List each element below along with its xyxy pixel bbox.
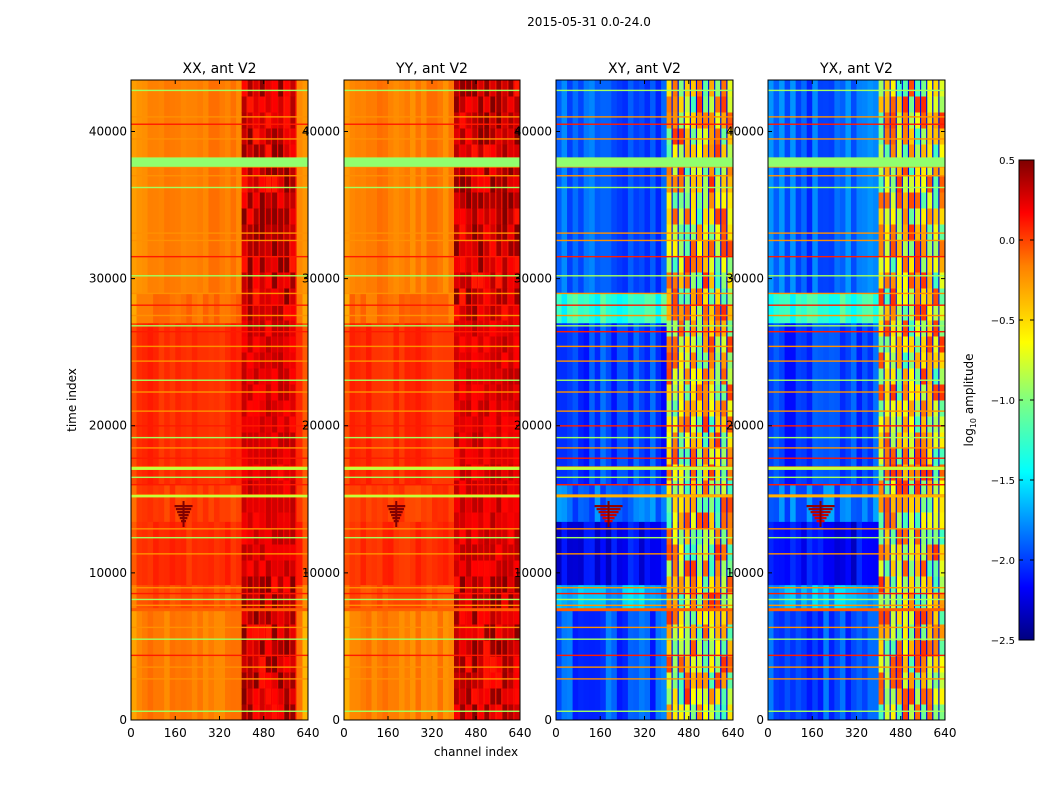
x-tick-label: 0 <box>764 726 772 740</box>
colorbar-label-prefix: log <box>962 428 976 446</box>
x-tick-label: 640 <box>934 726 957 740</box>
colorbar-tick-label: −2.5 <box>991 636 1015 647</box>
colorbar-tick-label: −1.0 <box>991 396 1015 407</box>
heatmap-image <box>131 80 308 720</box>
colorbar-tick-label: −0.5 <box>991 316 1015 327</box>
x-tick-label: 160 <box>164 726 187 740</box>
x-tick-label: 160 <box>589 726 612 740</box>
x-tick-label: 160 <box>377 726 400 740</box>
colorbar-label-suffix: amplitude <box>962 354 976 418</box>
y-tick-label: 30000 <box>726 272 764 286</box>
y-tick-label: 30000 <box>89 272 127 286</box>
x-axis-label: channel index <box>434 745 518 759</box>
heatmap-panel: YY, ant V2 0 160 320 480 640 0 10000 20000 30000 4… <box>302 61 532 740</box>
colorbar-tick-label: −1.5 <box>991 476 1015 487</box>
colorbar-tick-label: −2.0 <box>991 556 1015 567</box>
y-tick-label: 10000 <box>89 566 127 580</box>
x-tick-label: 320 <box>845 726 868 740</box>
y-tick-label: 0 <box>332 713 340 727</box>
x-tick-label: 160 <box>801 726 824 740</box>
y-tick-label: 20000 <box>89 419 127 433</box>
x-tick-label: 0 <box>127 726 135 740</box>
y-tick-label: 40000 <box>89 124 127 138</box>
x-tick-label: 480 <box>465 726 488 740</box>
y-tick-label: 10000 <box>302 566 340 580</box>
colorbar-label-subscript: 10 <box>969 418 978 428</box>
x-tick-label: 320 <box>208 726 231 740</box>
x-tick-label: 0 <box>340 726 348 740</box>
y-tick-label: 10000 <box>726 566 764 580</box>
y-tick-label: 30000 <box>302 272 340 286</box>
x-tick-label: 0 <box>552 726 560 740</box>
x-tick-label: 320 <box>421 726 444 740</box>
heatmap-image <box>556 80 733 720</box>
colorbar: 0.5 0.0 −0.5 −1.0 −1.5 −2.0 −2.5 log10 amplitu… <box>962 156 1035 647</box>
y-tick-label: 40000 <box>726 124 764 138</box>
heatmap-panel: XY, ant V2 0 160 320 480 640 0 10000 20000 30000 4… <box>514 61 745 740</box>
x-tick-label: 320 <box>633 726 656 740</box>
x-tick-label: 640 <box>509 726 532 740</box>
y-tick-label: 20000 <box>514 419 552 433</box>
y-tick-label: 10000 <box>514 566 552 580</box>
panel-title: YX, ant V2 <box>819 61 893 77</box>
y-tick-label: 0 <box>756 713 764 727</box>
panel-title: YY, ant V2 <box>395 61 468 77</box>
y-tick-label: 0 <box>544 713 552 727</box>
y-axis-label: time index <box>65 368 79 432</box>
colorbar-tick-label: 0.0 <box>999 236 1015 247</box>
heatmap-panel: XX, ant V2 0 160 320 480 640 0 10000 20000 30000 4… <box>89 61 320 740</box>
y-tick-label: 20000 <box>726 419 764 433</box>
panel-title: XX, ant V2 <box>183 61 257 77</box>
heatmap-image <box>768 80 945 720</box>
x-tick-label: 640 <box>297 726 320 740</box>
x-tick-label: 480 <box>252 726 275 740</box>
colorbar-ticks: 0.5 0.0 −0.5 −1.0 −1.5 −2.0 −2.5 <box>991 156 1034 647</box>
heatmap-panel: YX, ant V2 0 160 320 480 640 0 10000 20000 30000 4… <box>726 61 957 740</box>
x-tick-label: 640 <box>722 726 745 740</box>
figure-title: 2015-05-31 0.0-24.0 <box>527 15 651 29</box>
x-tick-label: 480 <box>677 726 700 740</box>
y-tick-label: 20000 <box>302 419 340 433</box>
x-tick-label: 480 <box>889 726 912 740</box>
y-tick-label: 30000 <box>514 272 552 286</box>
y-tick-label: 40000 <box>514 124 552 138</box>
colorbar-tick-label: 0.5 <box>999 156 1015 167</box>
heatmap-panels: XX, ant V2 0 160 320 480 640 0 10000 20000 30000 4… <box>89 61 957 740</box>
panel-title: XY, ant V2 <box>608 61 681 77</box>
y-tick-label: 0 <box>119 713 127 727</box>
y-tick-label: 40000 <box>302 124 340 138</box>
heatmap-image <box>344 80 520 720</box>
colorbar-label: log10 amplitude <box>962 354 978 447</box>
